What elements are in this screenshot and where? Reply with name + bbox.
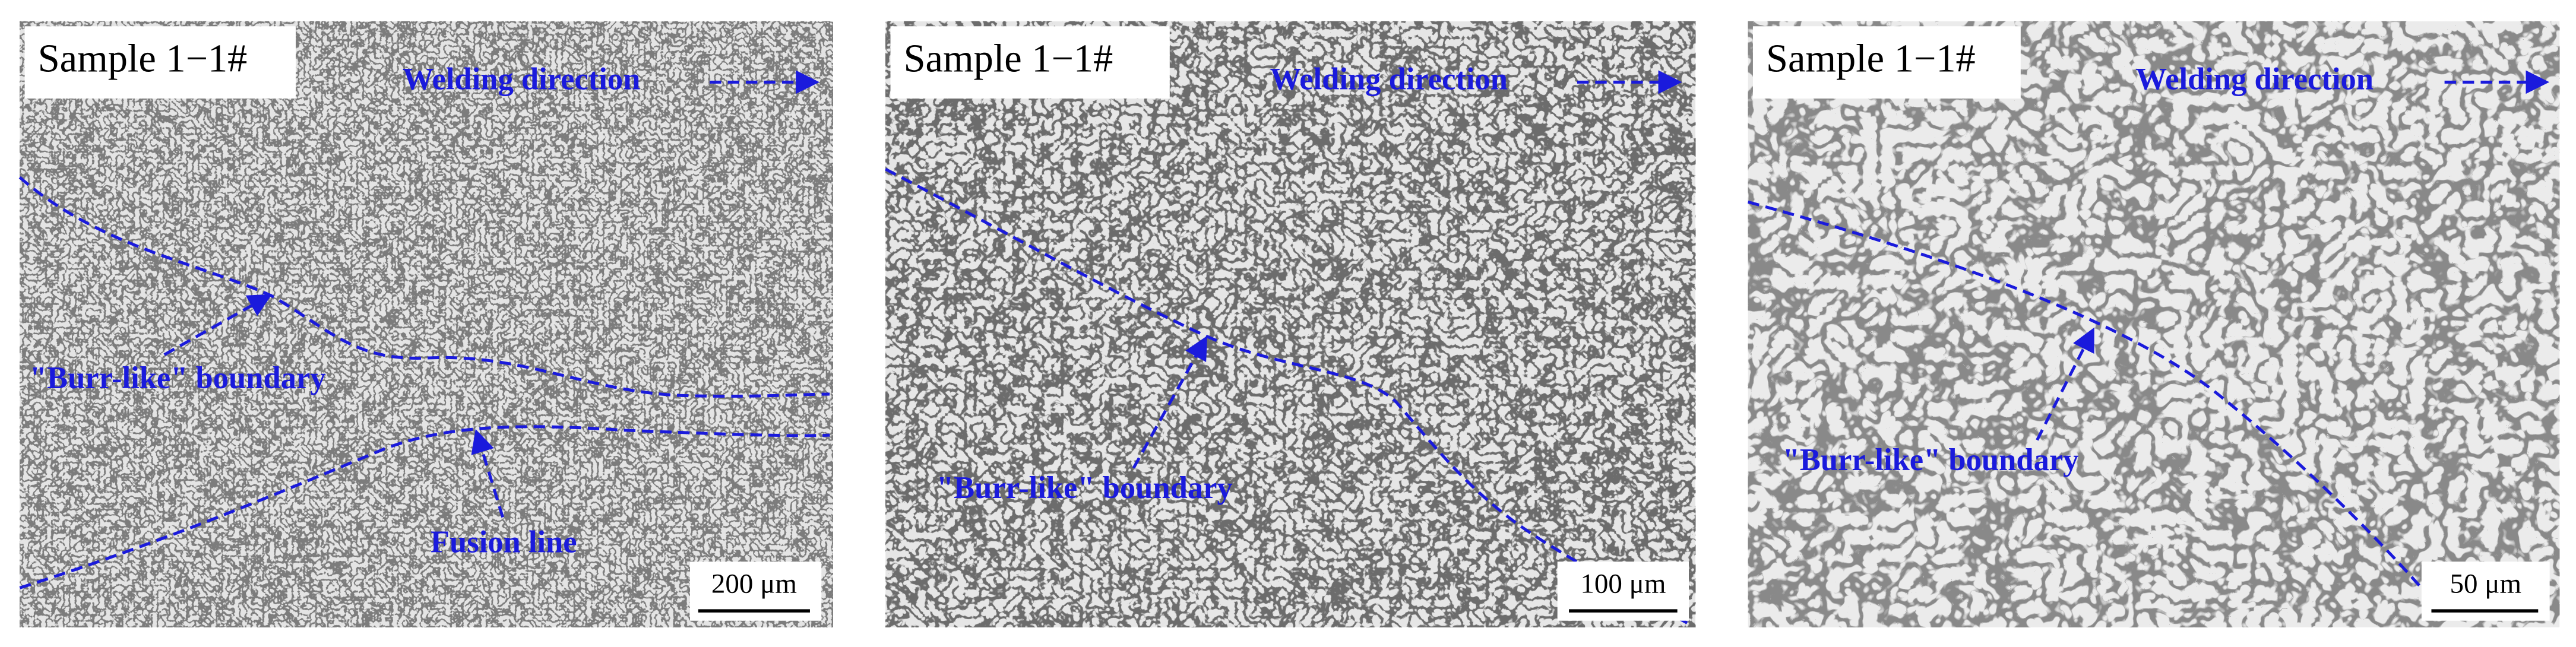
annotation: "Burr-like" boundary [936, 471, 1233, 505]
boundary-line [18, 176, 830, 398]
panel: Sample 1−1# Welding direction "Burr-like… [18, 21, 833, 627]
scale-label: 100 μm [1580, 568, 1666, 599]
annotation-arrow [471, 429, 504, 518]
microstructure [20, 21, 833, 627]
annotation: "Burr-like" boundary [1783, 443, 2079, 477]
annotation-arrow [2036, 327, 2094, 441]
boundary-line [1747, 200, 2433, 601]
direction-label: Welding direction [1270, 62, 1508, 96]
microstructure [885, 21, 1696, 627]
direction-label: Welding direction [403, 62, 640, 96]
annotation: "Burr-like" boundary [30, 361, 326, 395]
annotation-arrow [163, 294, 273, 356]
sample-label: Sample 1−1# [904, 37, 1113, 80]
scale-label: 200 μm [711, 568, 797, 599]
microstructure [1748, 21, 2560, 627]
scale-label: 50 μm [2450, 568, 2522, 599]
label-box [24, 26, 296, 99]
annotation: Fusion line [431, 525, 577, 560]
fusion-line [19, 425, 830, 589]
annotation-arrow [1132, 335, 1208, 469]
sample-label: Sample 1−1# [38, 37, 248, 80]
sample-label: Sample 1−1# [1766, 37, 1976, 80]
label-box [890, 26, 1170, 99]
panel: Sample 1−1# Welding direction "Burr-like… [1747, 21, 2560, 627]
panel: Sample 1−1# Welding direction "Burr-like… [885, 21, 1696, 627]
direction-label: Welding direction [2136, 62, 2374, 96]
label-box [1752, 26, 2021, 99]
